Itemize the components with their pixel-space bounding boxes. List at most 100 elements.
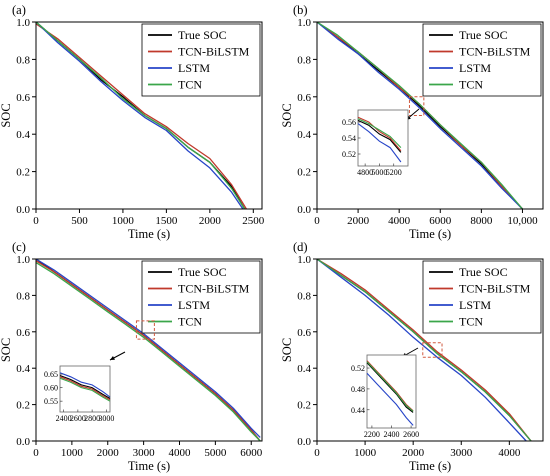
inset-y-tick-label: 0.48 <box>351 385 365 394</box>
series-line-tcn <box>316 21 523 210</box>
legend-label: TCN-BiLSTM <box>178 45 250 59</box>
inset-x-tick-label: 3000 <box>98 414 114 423</box>
series-line-tcn <box>35 21 246 210</box>
series-line-tcn-bilstm <box>316 258 532 442</box>
series-line-tcn <box>35 262 261 442</box>
x-tick-label: 2500 <box>242 215 265 227</box>
y-axis-label: SOC <box>0 103 13 127</box>
legend-label: True SOC <box>459 28 508 42</box>
x-tick-label: 0 <box>314 447 320 459</box>
inset-y-tick-label: 0.52 <box>342 150 356 159</box>
y-tick-label: 0.2 <box>16 400 30 412</box>
zoom-inset: 2200 2400 2600 0.44 0.48 0.52 <box>351 354 419 439</box>
x-tick-label: 2000 <box>199 215 222 227</box>
y-tick-label: 0.6 <box>297 92 311 104</box>
plot-frame <box>35 258 263 442</box>
y-axis-label: SOC <box>280 338 294 362</box>
y-tick-label: 0.4 <box>16 129 30 141</box>
legend-label: TCN-BiLSTM <box>459 45 531 59</box>
series-line-tcn-bilstm <box>35 23 247 210</box>
y-tick-label: 0.2 <box>16 167 30 179</box>
x-tick-label: 5000 <box>204 447 227 459</box>
y-tick-label: 1.0 <box>16 254 30 266</box>
inset-x-tick-label: 4800 <box>357 168 373 177</box>
x-tick-label: 6000 <box>429 215 452 227</box>
inset-y-tick-label: 0.54 <box>342 134 356 143</box>
chart-panel-d: 0 1000 2000 3000 4000 0.0 0.2 0.4 0.6 0.8 1.0 Time … <box>280 240 544 473</box>
inset-x-tick-label: 5000 <box>371 168 387 177</box>
chart-panel-c: 0 1000 2000 3000 4000 5000 6000 0.0 0.2 0.4 0.6 0.8… <box>0 240 263 473</box>
x-tick-label: 500 <box>71 215 88 227</box>
inset-x-tick-label: 2200 <box>364 430 380 439</box>
legend: True SOC TCN-BiLSTM LSTM TCN <box>422 23 542 97</box>
y-tick-label: 0.6 <box>16 92 30 104</box>
x-tick-label: 6000 <box>240 447 263 459</box>
x-tick-label: 3000 <box>133 447 156 459</box>
y-tick-label: 1.0 <box>297 254 311 266</box>
y-axis-label: SOC <box>0 338 13 362</box>
y-tick-label: 1.0 <box>297 17 311 29</box>
chart-panel-b: 0 2000 4000 6000 8000 10,000 0.0 0.2 0.4 0.6 0.8 1.… <box>280 3 544 241</box>
legend: True SOC TCN-BiLSTM LSTM TCN <box>141 260 261 334</box>
x-tick-label: 2000 <box>402 447 425 459</box>
x-tick-label: 8000 <box>470 215 493 227</box>
inset-y-tick-label: 0.65 <box>44 370 58 379</box>
legend-label: LSTM <box>178 298 210 312</box>
x-tick-label: 10,000 <box>507 215 538 227</box>
inset-series-line-true-soc <box>366 362 414 413</box>
y-tick-label: 0.0 <box>16 204 30 216</box>
x-tick-label: 0 <box>314 215 320 227</box>
inset-series-line-tcn <box>59 377 111 402</box>
chart-panel-a: 0 500 1000 1500 2000 2500 0.0 0.2 0.4 0.6 0.8 1.0 Ti… <box>0 3 265 241</box>
legend-label: TCN-BiLSTM <box>178 282 250 296</box>
inset-y-tick-label: 0.56 <box>342 118 356 127</box>
inset-series-line-lstm <box>357 123 402 163</box>
x-tick-label: 1000 <box>354 447 377 459</box>
x-axis-label: Time (s) <box>128 227 170 241</box>
y-tick-label: 0.8 <box>16 290 30 302</box>
legend-label: True SOC <box>459 265 508 279</box>
inset-y-tick-label: 0.55 <box>44 397 58 406</box>
y-tick-label: 0.2 <box>297 400 311 412</box>
series-line-lstm <box>35 258 261 438</box>
y-tick-label: 0.0 <box>16 436 30 448</box>
y-tick-label: 0.8 <box>16 54 30 66</box>
x-tick-label: 1000 <box>61 447 84 459</box>
y-axis-label: SOC <box>280 103 294 127</box>
y-tick-label: 0.6 <box>16 327 30 339</box>
y-tick-label: 0.4 <box>297 363 311 375</box>
x-tick-label: 0 <box>33 447 39 459</box>
legend-label: LSTM <box>459 298 491 312</box>
y-tick-label: 0.6 <box>297 327 311 339</box>
panel-label: (d) <box>293 240 308 254</box>
panel-label: (a) <box>12 3 26 17</box>
plot-frame <box>316 21 544 210</box>
y-tick-label: 0.0 <box>297 204 311 216</box>
x-tick-label: 1500 <box>155 215 178 227</box>
zoom-region-box <box>408 96 425 117</box>
legend: True SOC TCN-BiLSTM LSTM TCN <box>141 23 261 97</box>
inset-series-line-tcn <box>357 118 402 148</box>
y-tick-label: 0.2 <box>297 167 311 179</box>
inset-x-tick-label: 2400 <box>384 430 400 439</box>
legend-label: True SOC <box>178 265 227 279</box>
inset-series-line-tcn-bilstm <box>357 116 402 152</box>
y-tick-label: 0.4 <box>297 129 311 141</box>
inset-x-tick-label: 5200 <box>386 168 402 177</box>
x-tick-label: 2000 <box>97 447 120 459</box>
x-axis-label: Time (s) <box>128 459 170 473</box>
inset-y-tick-label: 0.60 <box>44 384 58 393</box>
series-line-lstm <box>316 258 527 442</box>
inset-series-line-tcn-bilstm <box>59 376 111 401</box>
inset-series-line-lstm <box>59 372 111 398</box>
plot-frame <box>35 21 263 210</box>
y-tick-label: 1.0 <box>16 17 30 29</box>
legend-label: True SOC <box>178 28 227 42</box>
y-tick-label: 0.8 <box>297 54 311 66</box>
x-axis-label: Time (s) <box>409 459 451 473</box>
x-tick-label: 4000 <box>388 215 411 227</box>
inset-frame <box>366 354 417 429</box>
plot-frame <box>316 258 544 442</box>
legend-label: TCN <box>459 315 483 329</box>
